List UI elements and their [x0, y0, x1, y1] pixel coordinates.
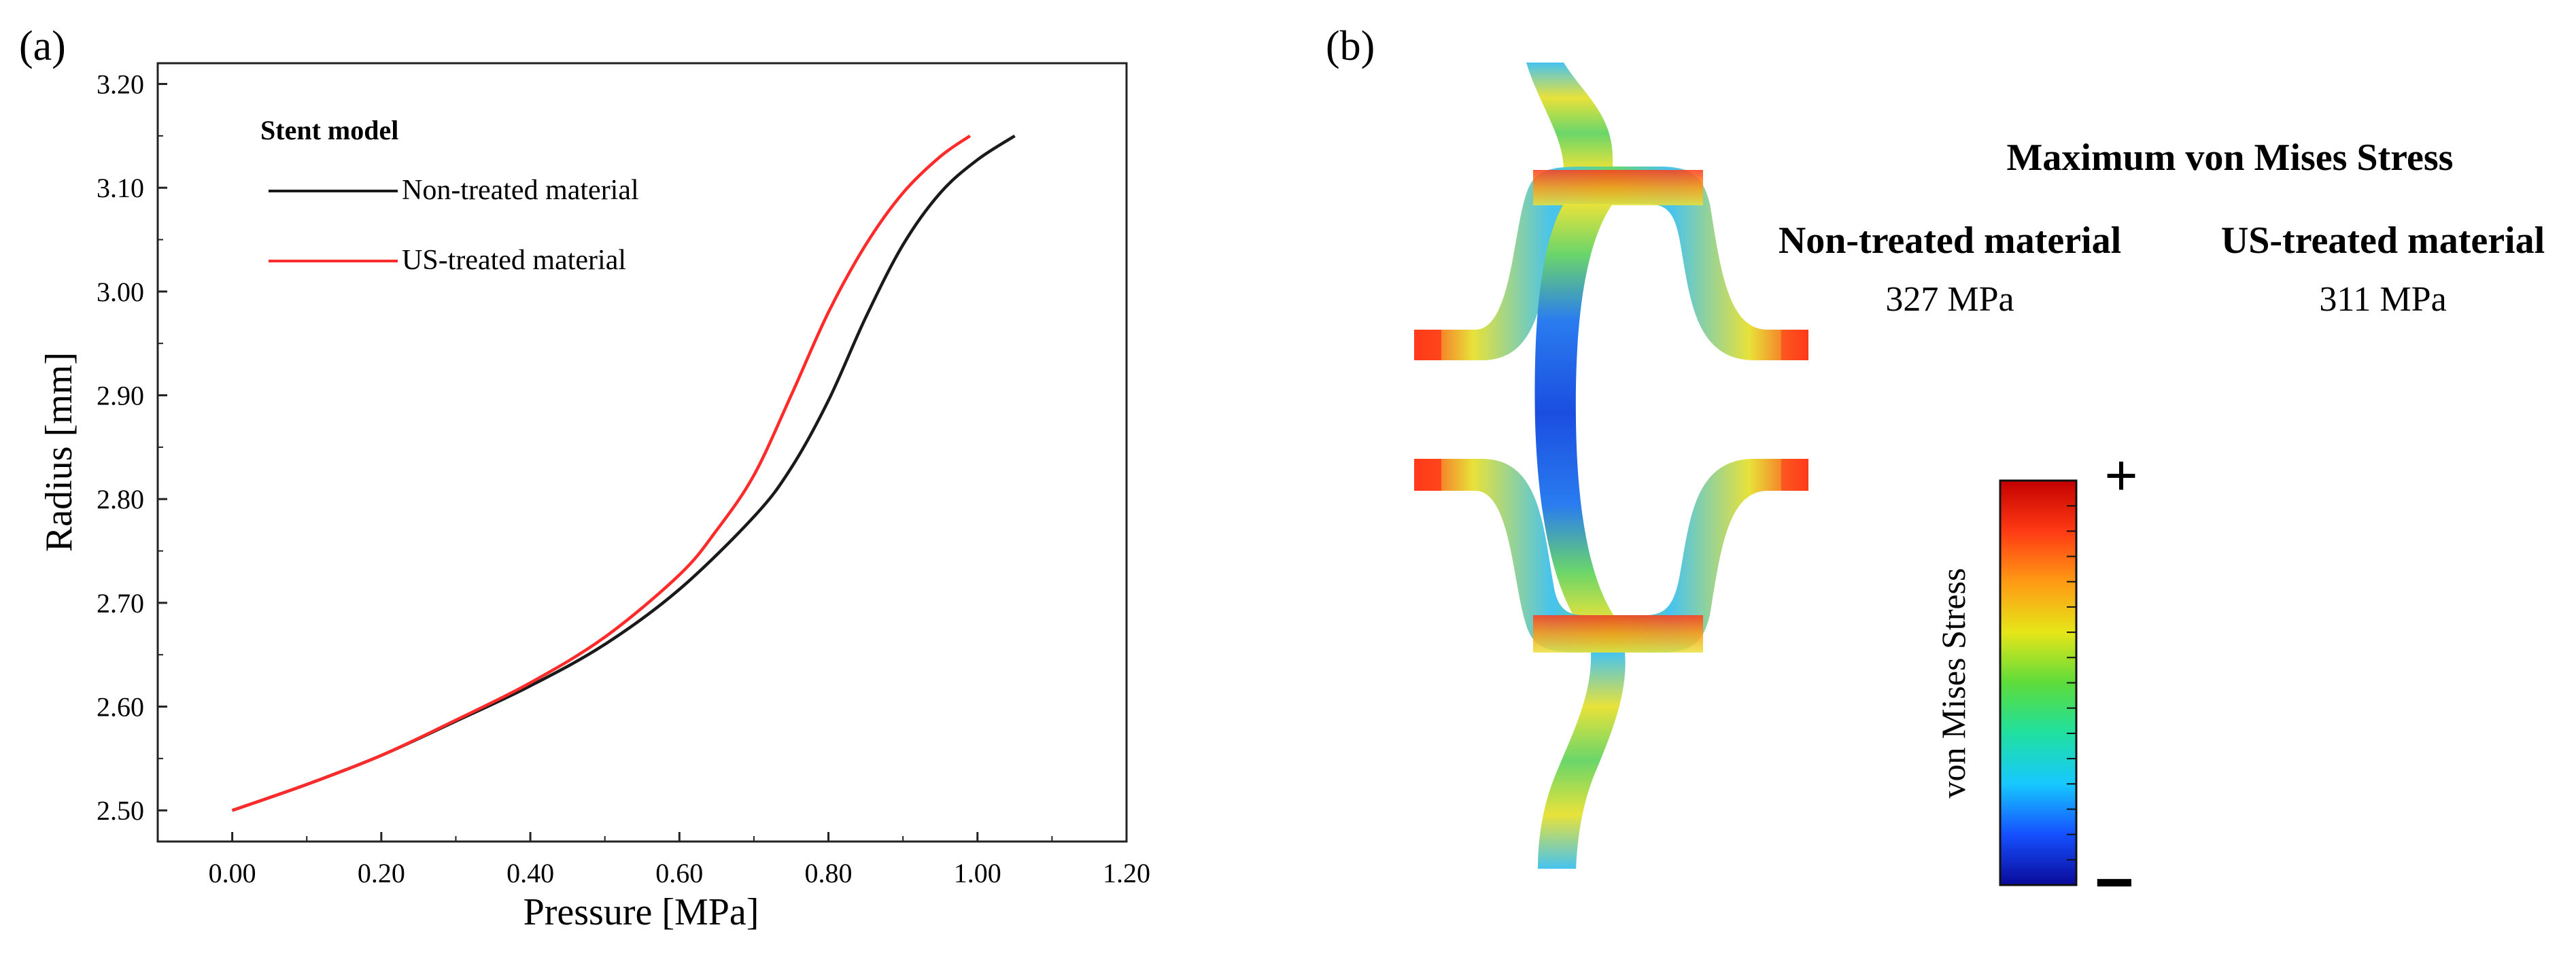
y-tick-label: 2.60: [97, 692, 144, 723]
stent-crown-upper: [1533, 170, 1703, 205]
y-tick-label: 3.10: [97, 173, 144, 203]
x-tick-label: 1.00: [954, 858, 1001, 888]
x-tick-label: 0.40: [506, 858, 554, 888]
stent-connector-bottom: [1538, 653, 1626, 869]
stent-hotspot: [1781, 330, 1808, 360]
y-axis: 2.50 2.60 2.70 2.80 2.90 3.00 3.10 3.20: [97, 69, 167, 826]
panel-a-label: (a): [19, 23, 66, 69]
x-tick-label: 0.00: [209, 858, 256, 888]
result-value-non-treated: 327 MPa: [1885, 280, 2014, 319]
series-layer: [231, 134, 1016, 812]
x-tick-label: 0.60: [655, 858, 703, 888]
result-value-us-treated: 311 MPa: [2319, 280, 2446, 319]
stent-strut-lower: [1414, 459, 1808, 653]
panel-b-label: (b): [1326, 23, 1375, 69]
stent-stress-contour: [1414, 63, 1808, 869]
colorbar-fill: [1999, 479, 2078, 886]
colorbar-min-symbol: −: [2095, 844, 2134, 920]
x-tick-label: 0.20: [358, 858, 405, 888]
stress-heading: Maximum von Mises Stress: [2007, 137, 2454, 179]
x-tick-label: 0.80: [805, 858, 853, 888]
result-material-us-treated: US-treated material: [2221, 220, 2545, 262]
y-axis-label: Radius [mm]: [38, 352, 80, 552]
x-tick-label: 1.20: [1103, 858, 1150, 888]
y-tick-label: 3.20: [97, 69, 144, 100]
colorbar-max-symbol: +: [2104, 443, 2137, 507]
legend: Stent model Non-treated material US-trea…: [260, 115, 639, 276]
colorbar-ticks: [2067, 505, 2076, 861]
stent-central-bar: [1534, 204, 1618, 622]
x-axis: 0.00 0.20 0.40 0.60 0.80 1.00 1.20: [209, 832, 1150, 888]
legend-label-non-treated: Non-treated material: [402, 175, 639, 206]
plot-frame: [156, 62, 1128, 843]
result-material-non-treated: Non-treated material: [1779, 220, 2121, 262]
y-tick-label: 2.80: [97, 484, 144, 515]
y-tick-label: 2.90: [97, 381, 144, 411]
stent-hotspot: [1781, 459, 1808, 491]
stent-strut-upper: [1414, 167, 1808, 360]
series-line-non-treated: [231, 134, 1016, 812]
series-line-us-treated: [231, 135, 972, 812]
colorbar-label: von Mises Stress: [1934, 568, 1972, 799]
x-axis-label: Pressure [MPa]: [523, 891, 759, 933]
y-tick-label: 2.70: [97, 588, 144, 619]
y-tick-label: 3.00: [97, 277, 144, 307]
colorbar: von Mises Stress + −: [1934, 443, 2138, 920]
stent-crown-lower: [1533, 615, 1703, 653]
stent-hotspot: [1414, 330, 1441, 360]
legend-label-us-treated: US-treated material: [402, 245, 626, 276]
y-tick-label: 2.50: [97, 795, 144, 826]
legend-title: Stent model: [260, 115, 398, 145]
stent-hotspot: [1414, 459, 1441, 491]
